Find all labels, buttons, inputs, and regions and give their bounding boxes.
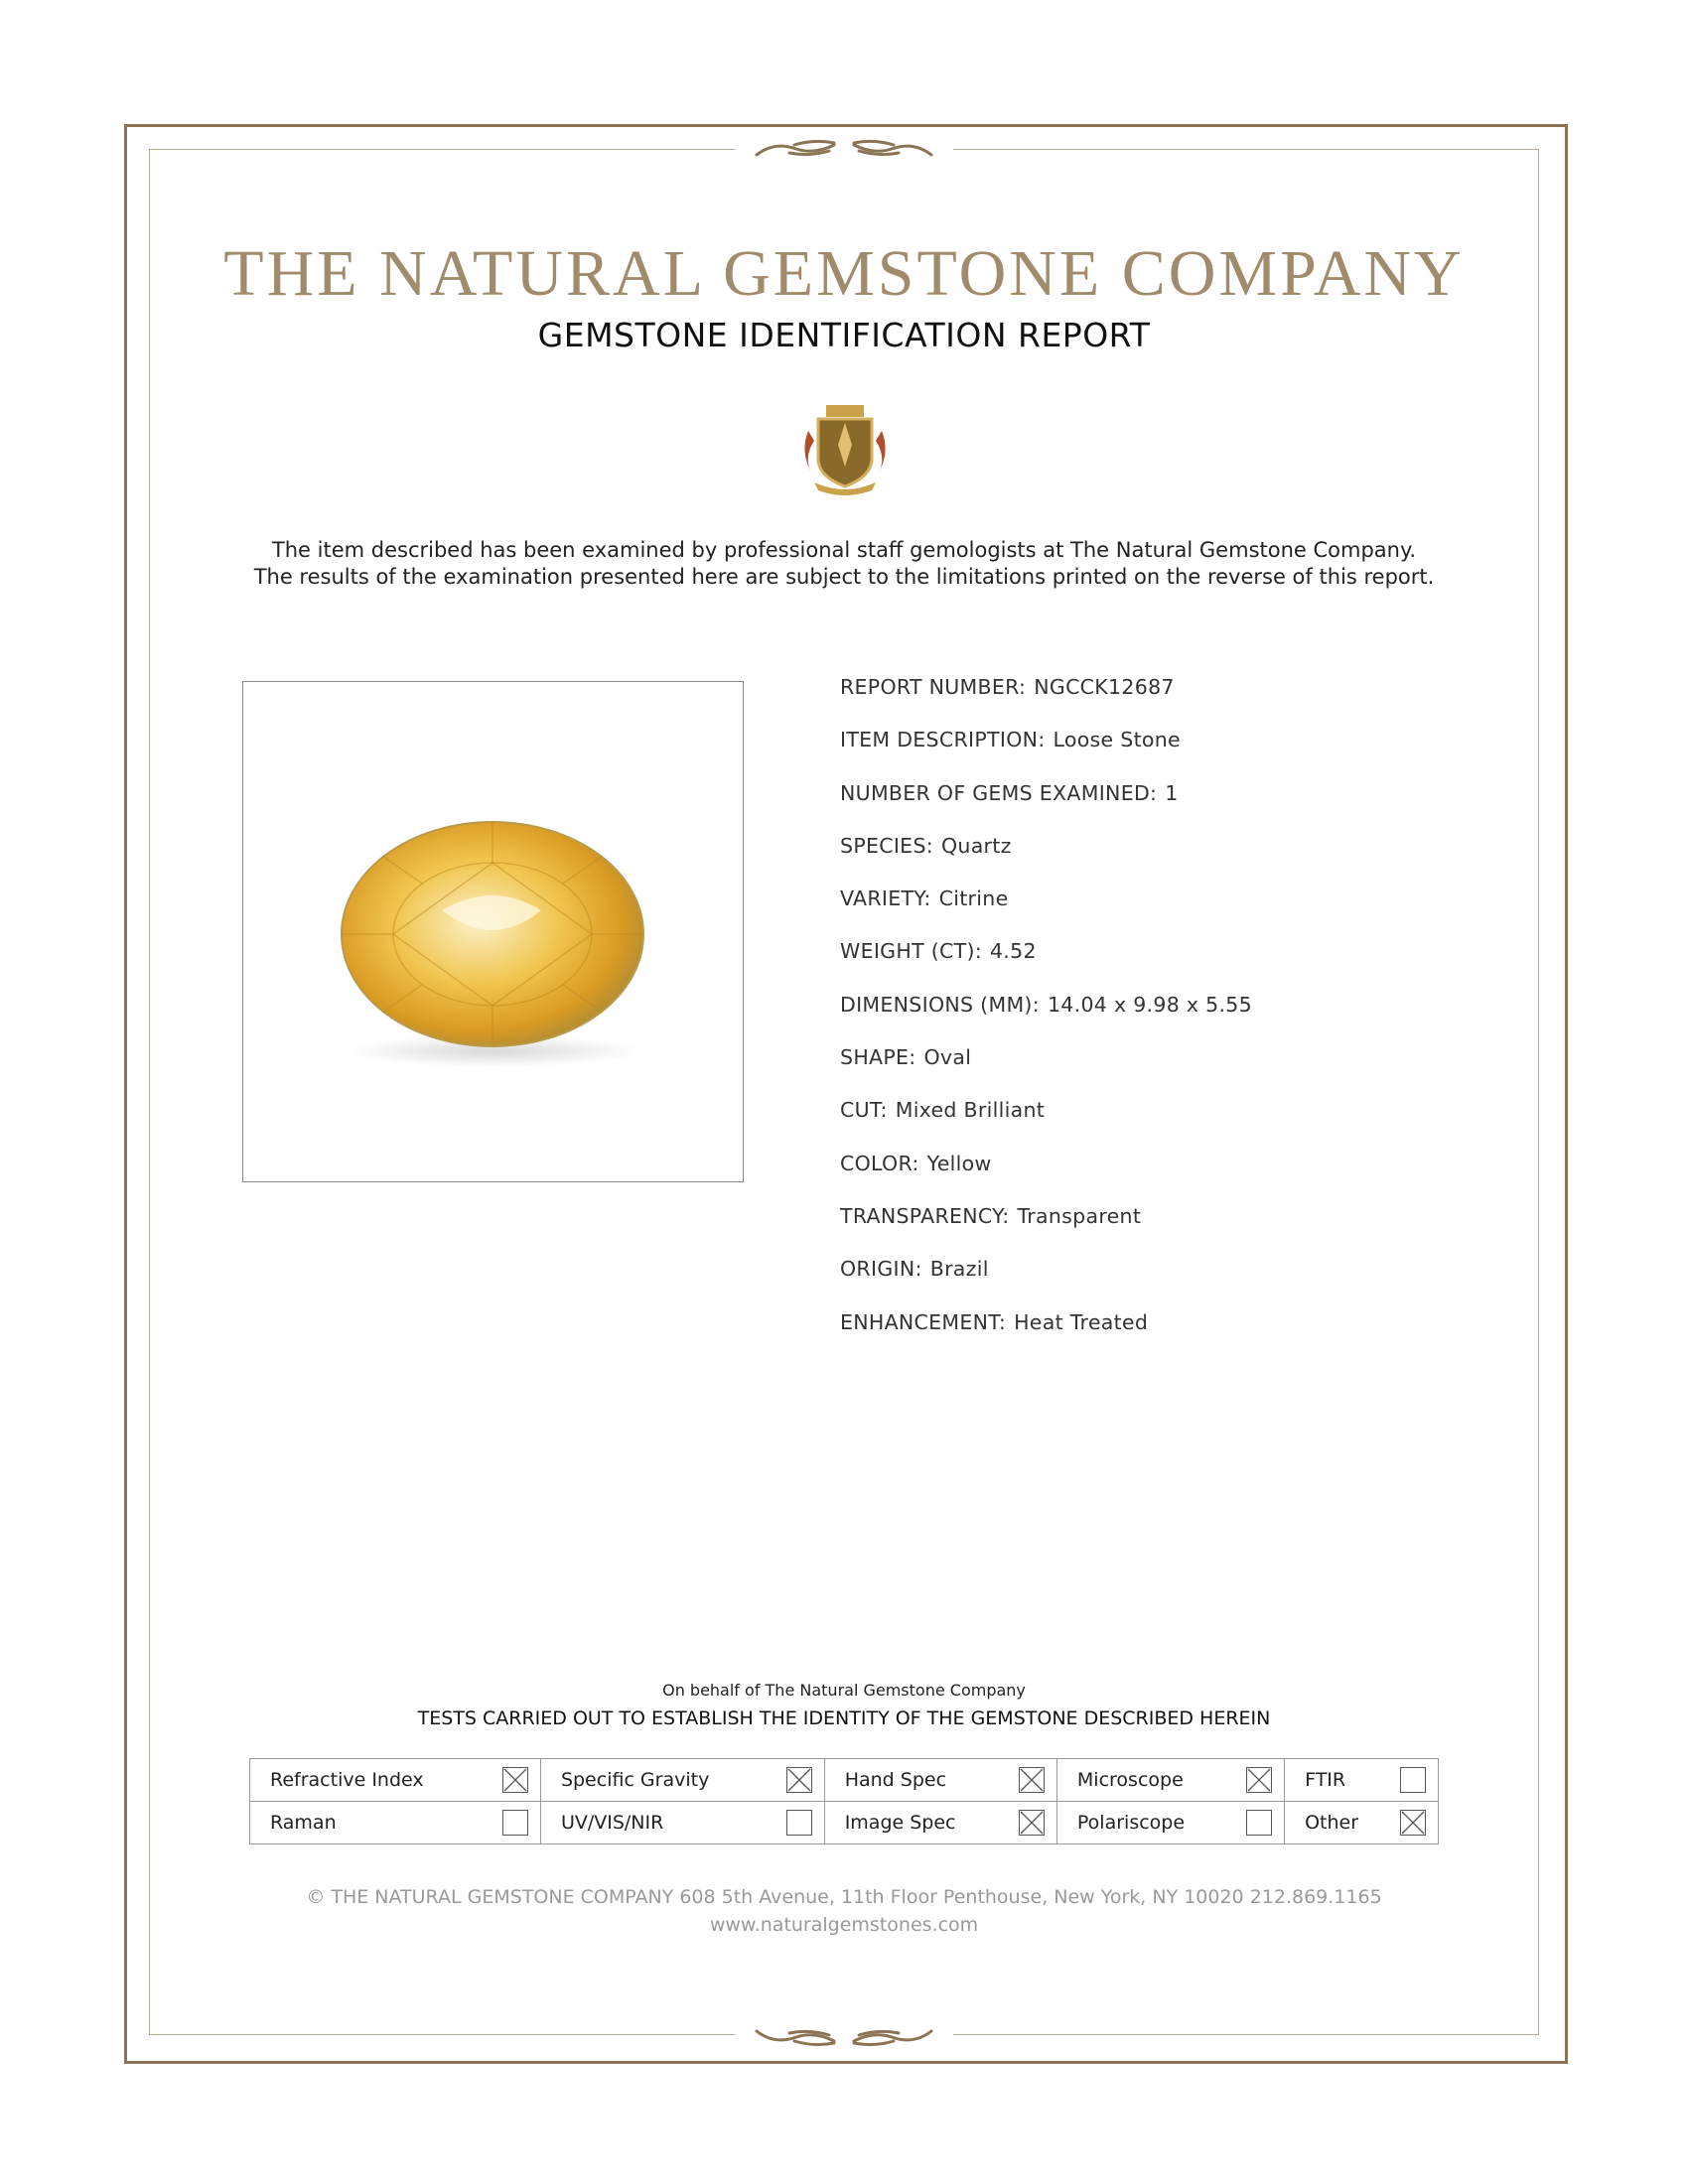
- field-label: VARIETY:: [840, 887, 931, 911]
- test-cell: Specific Gravity: [539, 1758, 825, 1802]
- field-row: ORIGIN: Brazil: [840, 1257, 1252, 1309]
- field-row: ENHANCEMENT: Heat Treated: [840, 1310, 1252, 1363]
- report-fields: REPORT NUMBER: NGCCK12687 ITEM DESCRIPTION…: [840, 675, 1252, 1363]
- field-value: Loose Stone: [1053, 728, 1181, 752]
- test-cell: Hand Spec: [823, 1758, 1057, 1802]
- field-label: TRANSPARENCY:: [840, 1203, 1010, 1228]
- test-label: UV/VIS/NIR: [560, 1812, 664, 1834]
- report-title: GEMSTONE IDENTIFICATION REPORT: [537, 316, 1151, 354]
- field-row: VARIETY: Citrine: [840, 887, 1252, 939]
- test-label: Other: [1305, 1812, 1359, 1834]
- field-label: CUT:: [840, 1098, 888, 1123]
- field-value: NGCCK12687: [1034, 675, 1175, 699]
- field-row: ITEM DESCRIPTION: Loose Stone: [840, 728, 1252, 780]
- company-title: THE NATURAL GEMSTONE COMPANY: [223, 237, 1465, 310]
- test-label: Specific Gravity: [560, 1769, 710, 1791]
- field-label: NUMBER OF GEMS EXAMINED:: [840, 780, 1158, 805]
- top-ornament: [735, 135, 953, 161]
- checked-box-icon[interactable]: [1018, 1810, 1045, 1836]
- footer-website: www.naturalgemstones.com: [709, 1914, 979, 1936]
- test-label: Raman: [270, 1812, 337, 1834]
- unchecked-box-icon[interactable]: [501, 1810, 528, 1836]
- test-cell: Other: [1284, 1801, 1439, 1844]
- field-row: SPECIES: Quartz: [840, 834, 1252, 887]
- field-row: TRANSPARENCY: Transparent: [840, 1204, 1252, 1257]
- field-value: Quartz: [940, 833, 1012, 858]
- field-value: Mixed Brilliant: [895, 1098, 1046, 1123]
- field-label: ENHANCEMENT:: [840, 1309, 1007, 1334]
- bottom-ornament: [735, 2023, 953, 2049]
- tests-row: Refractive Index Specific Gravity Hand Spe…: [249, 1758, 1439, 1802]
- field-row: COLOR: Yellow: [840, 1152, 1252, 1204]
- checked-box-icon[interactable]: [1400, 1810, 1426, 1836]
- checked-box-icon[interactable]: [501, 1767, 528, 1793]
- field-row: CUT: Mixed Brilliant: [840, 1098, 1252, 1151]
- field-row: NUMBER OF GEMS EXAMINED: 1: [840, 781, 1252, 834]
- field-row: WEIGHT (CT): 4.52: [840, 939, 1252, 992]
- intro-line-1: The item described has been examined by …: [271, 538, 1417, 562]
- unchecked-box-icon[interactable]: [1400, 1767, 1426, 1793]
- test-cell: Refractive Index: [249, 1758, 541, 1802]
- test-label: Image Spec: [844, 1812, 956, 1834]
- field-value: Transparent: [1017, 1203, 1142, 1228]
- tests-heading: TESTS CARRIED OUT TO ESTABLISH THE IDENT…: [417, 1707, 1271, 1729]
- field-value: Citrine: [938, 887, 1009, 911]
- crest-logo: [800, 401, 890, 500]
- checked-box-icon[interactable]: [785, 1767, 812, 1793]
- test-label: Microscope: [1076, 1769, 1184, 1791]
- test-cell: FTIR: [1284, 1758, 1439, 1802]
- tests-table: Refractive Index Specific Gravity Hand Spe…: [249, 1758, 1439, 1844]
- footer-address: © THE NATURAL GEMSTONE COMPANY 608 5th A…: [306, 1886, 1382, 1908]
- field-value: Oval: [923, 1045, 972, 1070]
- field-label: ORIGIN:: [840, 1257, 922, 1282]
- unchecked-box-icon[interactable]: [1246, 1810, 1273, 1836]
- test-cell: Microscope: [1055, 1758, 1286, 1802]
- test-label: Polariscope: [1076, 1812, 1186, 1834]
- checked-box-icon[interactable]: [1246, 1767, 1273, 1793]
- field-row: REPORT NUMBER: NGCCK12687: [840, 675, 1252, 728]
- field-value: 14.04 x 9.98 x 5.55: [1047, 992, 1252, 1017]
- test-cell: Raman: [249, 1801, 541, 1844]
- unchecked-box-icon[interactable]: [785, 1810, 812, 1836]
- field-label: SPECIES:: [840, 833, 933, 858]
- field-row: SHAPE: Oval: [840, 1045, 1252, 1098]
- field-label: DIMENSIONS (MM):: [840, 992, 1040, 1017]
- test-cell: UV/VIS/NIR: [539, 1801, 825, 1844]
- field-value: Brazil: [929, 1257, 989, 1282]
- field-value: 1: [1165, 780, 1179, 805]
- field-label: SHAPE:: [840, 1045, 916, 1070]
- intro-text: The item described has been examined by …: [0, 537, 1688, 591]
- field-label: COLOR:: [840, 1151, 919, 1175]
- field-label: WEIGHT (CT):: [840, 939, 982, 964]
- outer-frame: [124, 124, 1568, 2064]
- tests-row: Raman UV/VIS/NIR Image Spec Polariscope Othe…: [249, 1801, 1439, 1844]
- test-label: Refractive Index: [270, 1769, 424, 1791]
- checked-box-icon[interactable]: [1018, 1767, 1045, 1793]
- intro-line-2: The results of the examination presented…: [253, 565, 1435, 589]
- test-cell: Image Spec: [823, 1801, 1057, 1844]
- test-label: Hand Spec: [844, 1769, 947, 1791]
- field-value: Yellow: [926, 1151, 992, 1175]
- test-cell: Polariscope: [1055, 1801, 1286, 1844]
- gemstone-photo: [242, 681, 744, 1182]
- field-value: 4.52: [989, 939, 1037, 964]
- field-value: Heat Treated: [1014, 1309, 1149, 1334]
- field-row: DIMENSIONS (MM): 14.04 x 9.98 x 5.55: [840, 993, 1252, 1045]
- field-label: REPORT NUMBER:: [840, 675, 1027, 699]
- on-behalf-text: On behalf of The Natural Gemstone Compan…: [662, 1681, 1026, 1700]
- field-label: ITEM DESCRIPTION:: [840, 728, 1046, 752]
- test-label: FTIR: [1305, 1769, 1346, 1791]
